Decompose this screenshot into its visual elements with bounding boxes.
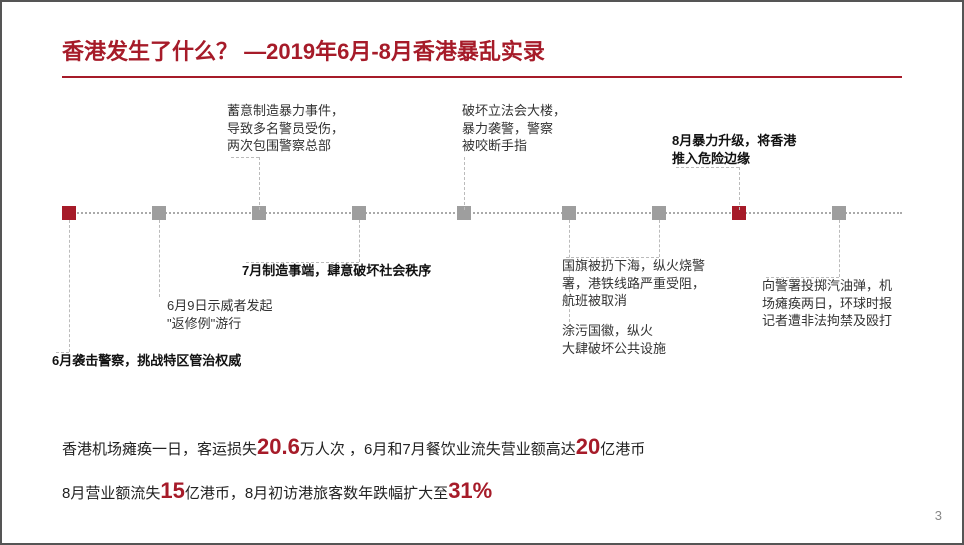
timeline-node: [562, 206, 576, 220]
connector: [676, 167, 739, 168]
connector: [464, 157, 465, 210]
stat-line-2: 8月营业额流失15亿港币，8月初访港旅客数年跌幅扩大至31%: [62, 469, 645, 513]
connector: [359, 220, 360, 262]
timeline-node: [352, 206, 366, 220]
stat-number: 20.6: [257, 434, 300, 459]
title-q: 香港发生了什么？: [62, 39, 238, 64]
timeline-annotation: 7月制造事端，肆意破坏社会秩序: [242, 262, 562, 280]
title-area: 香港发生了什么？ —2019年6月-8月香港暴乱实录: [62, 34, 902, 78]
timeline: 6月袭击警察，挑战特区管治权威6月9日示威者发起 "返修例"游行蓄意制造暴力事件…: [62, 102, 902, 382]
page-title: 香港发生了什么？ —2019年6月-8月香港暴乱实录: [62, 34, 902, 66]
connector: [839, 220, 840, 277]
connector: [159, 220, 160, 297]
timeline-node: [62, 206, 76, 220]
stat-text: 万人次 ，6月和7月餐饮业流失营业额高达: [300, 441, 576, 458]
stat-text: 8月营业额流失: [62, 485, 160, 502]
timeline-annotation: 蓄意制造暴力事件， 导致多名警员受伤， 两次包围警察总部: [227, 102, 397, 155]
timeline-annotation: 6月袭击警察，挑战特区管治权威: [52, 352, 352, 370]
timeline-node: [832, 206, 846, 220]
stat-text: 亿港币: [600, 441, 645, 458]
timeline-axis: [62, 212, 902, 214]
connector: [659, 220, 660, 257]
stat-number: 15: [160, 478, 184, 503]
page-number: 3: [935, 508, 942, 523]
title-dash: —: [238, 39, 266, 64]
connector: [259, 157, 260, 210]
stat-text: 亿港币，8月初访港旅客数年跌幅扩大至: [185, 485, 448, 502]
connector: [231, 157, 259, 158]
timeline-node: [652, 206, 666, 220]
timeline-annotation: 向警署投掷汽油弹，机 场瘫痪两日，环球时报 记者遭非法拘禁及殴打: [762, 277, 962, 330]
timeline-annotation: 6月9日示威者发起 "返修例"游行: [167, 297, 347, 332]
timeline-annotation: 8月暴力升级，将香港 推入危险边缘: [672, 132, 892, 167]
timeline-node: [152, 206, 166, 220]
title-rest: 2019年6月-8月香港暴乱实录: [266, 39, 545, 64]
title-underline: [62, 76, 902, 78]
stat-text: 香港机场瘫痪一日，客运损失: [62, 441, 257, 458]
stats-block: 香港机场瘫痪一日，客运损失20.6万人次 ，6月和7月餐饮业流失营业额高达20亿…: [62, 425, 645, 513]
connector: [69, 220, 70, 352]
stat-number: 31%: [448, 478, 492, 503]
connector: [739, 167, 740, 210]
timeline-annotation: 破坏立法会大楼， 暴力袭警，警察 被咬断手指: [462, 102, 622, 155]
timeline-annotation: 国旗被扔下海，纵火烧警 署，港铁线路严重受阻， 航班被取消: [562, 257, 782, 310]
stat-line-1: 香港机场瘫痪一日，客运损失20.6万人次 ，6月和7月餐饮业流失营业额高达20亿…: [62, 425, 645, 469]
timeline-annotation: 涂污国徽，纵火 大肆破坏公共设施: [562, 322, 732, 357]
stat-number: 20: [576, 434, 600, 459]
